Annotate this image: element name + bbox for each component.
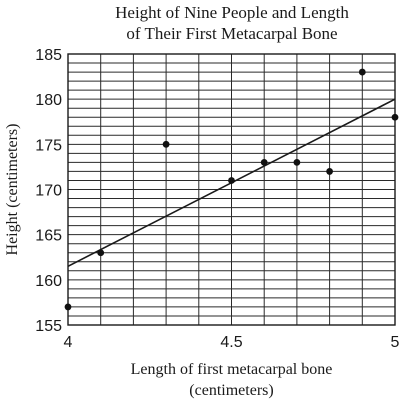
- y-tick-label: 170: [35, 183, 62, 200]
- y-tick-label: 160: [35, 273, 62, 290]
- chart-title-line-2: of Their First Metacarpal Bone: [126, 24, 337, 43]
- y-tick-label: 165: [35, 228, 62, 245]
- x-tick-label: 4: [64, 334, 73, 351]
- data-point: [293, 159, 301, 166]
- data-point: [64, 303, 72, 311]
- grid-lines: [68, 54, 395, 325]
- x-tick-label: 5: [391, 334, 400, 351]
- x-tick-label: 4.5: [220, 334, 242, 351]
- x-axis-label-line-2: (centimeters): [189, 382, 273, 399]
- data-point: [326, 168, 333, 175]
- chart-title: Height of Nine People and Length of Thei…: [115, 3, 349, 43]
- y-tick-label: 180: [35, 92, 62, 109]
- data-point: [358, 68, 366, 76]
- data-point: [97, 249, 105, 257]
- data-point: [162, 140, 170, 148]
- y-tick-label: 185: [35, 47, 62, 64]
- data-points: [64, 68, 399, 311]
- y-axis-label: Height (centimeters): [4, 124, 21, 256]
- y-tick-label: 175: [35, 137, 62, 154]
- data-point: [260, 159, 268, 166]
- data-point: [391, 113, 399, 121]
- y-tick-label: 155: [35, 318, 62, 335]
- chart-title-line-1: Height of Nine People and Length: [115, 3, 349, 22]
- plot-area-border: [67, 53, 396, 326]
- x-axis-label-line-1: Length of first metacarpal bone: [131, 361, 333, 378]
- x-axis-tick-labels: 4 4.5 5: [64, 334, 400, 351]
- y-axis-tick-labels: 155 160 165 170 175 180 185: [35, 47, 62, 335]
- data-point: [228, 177, 235, 184]
